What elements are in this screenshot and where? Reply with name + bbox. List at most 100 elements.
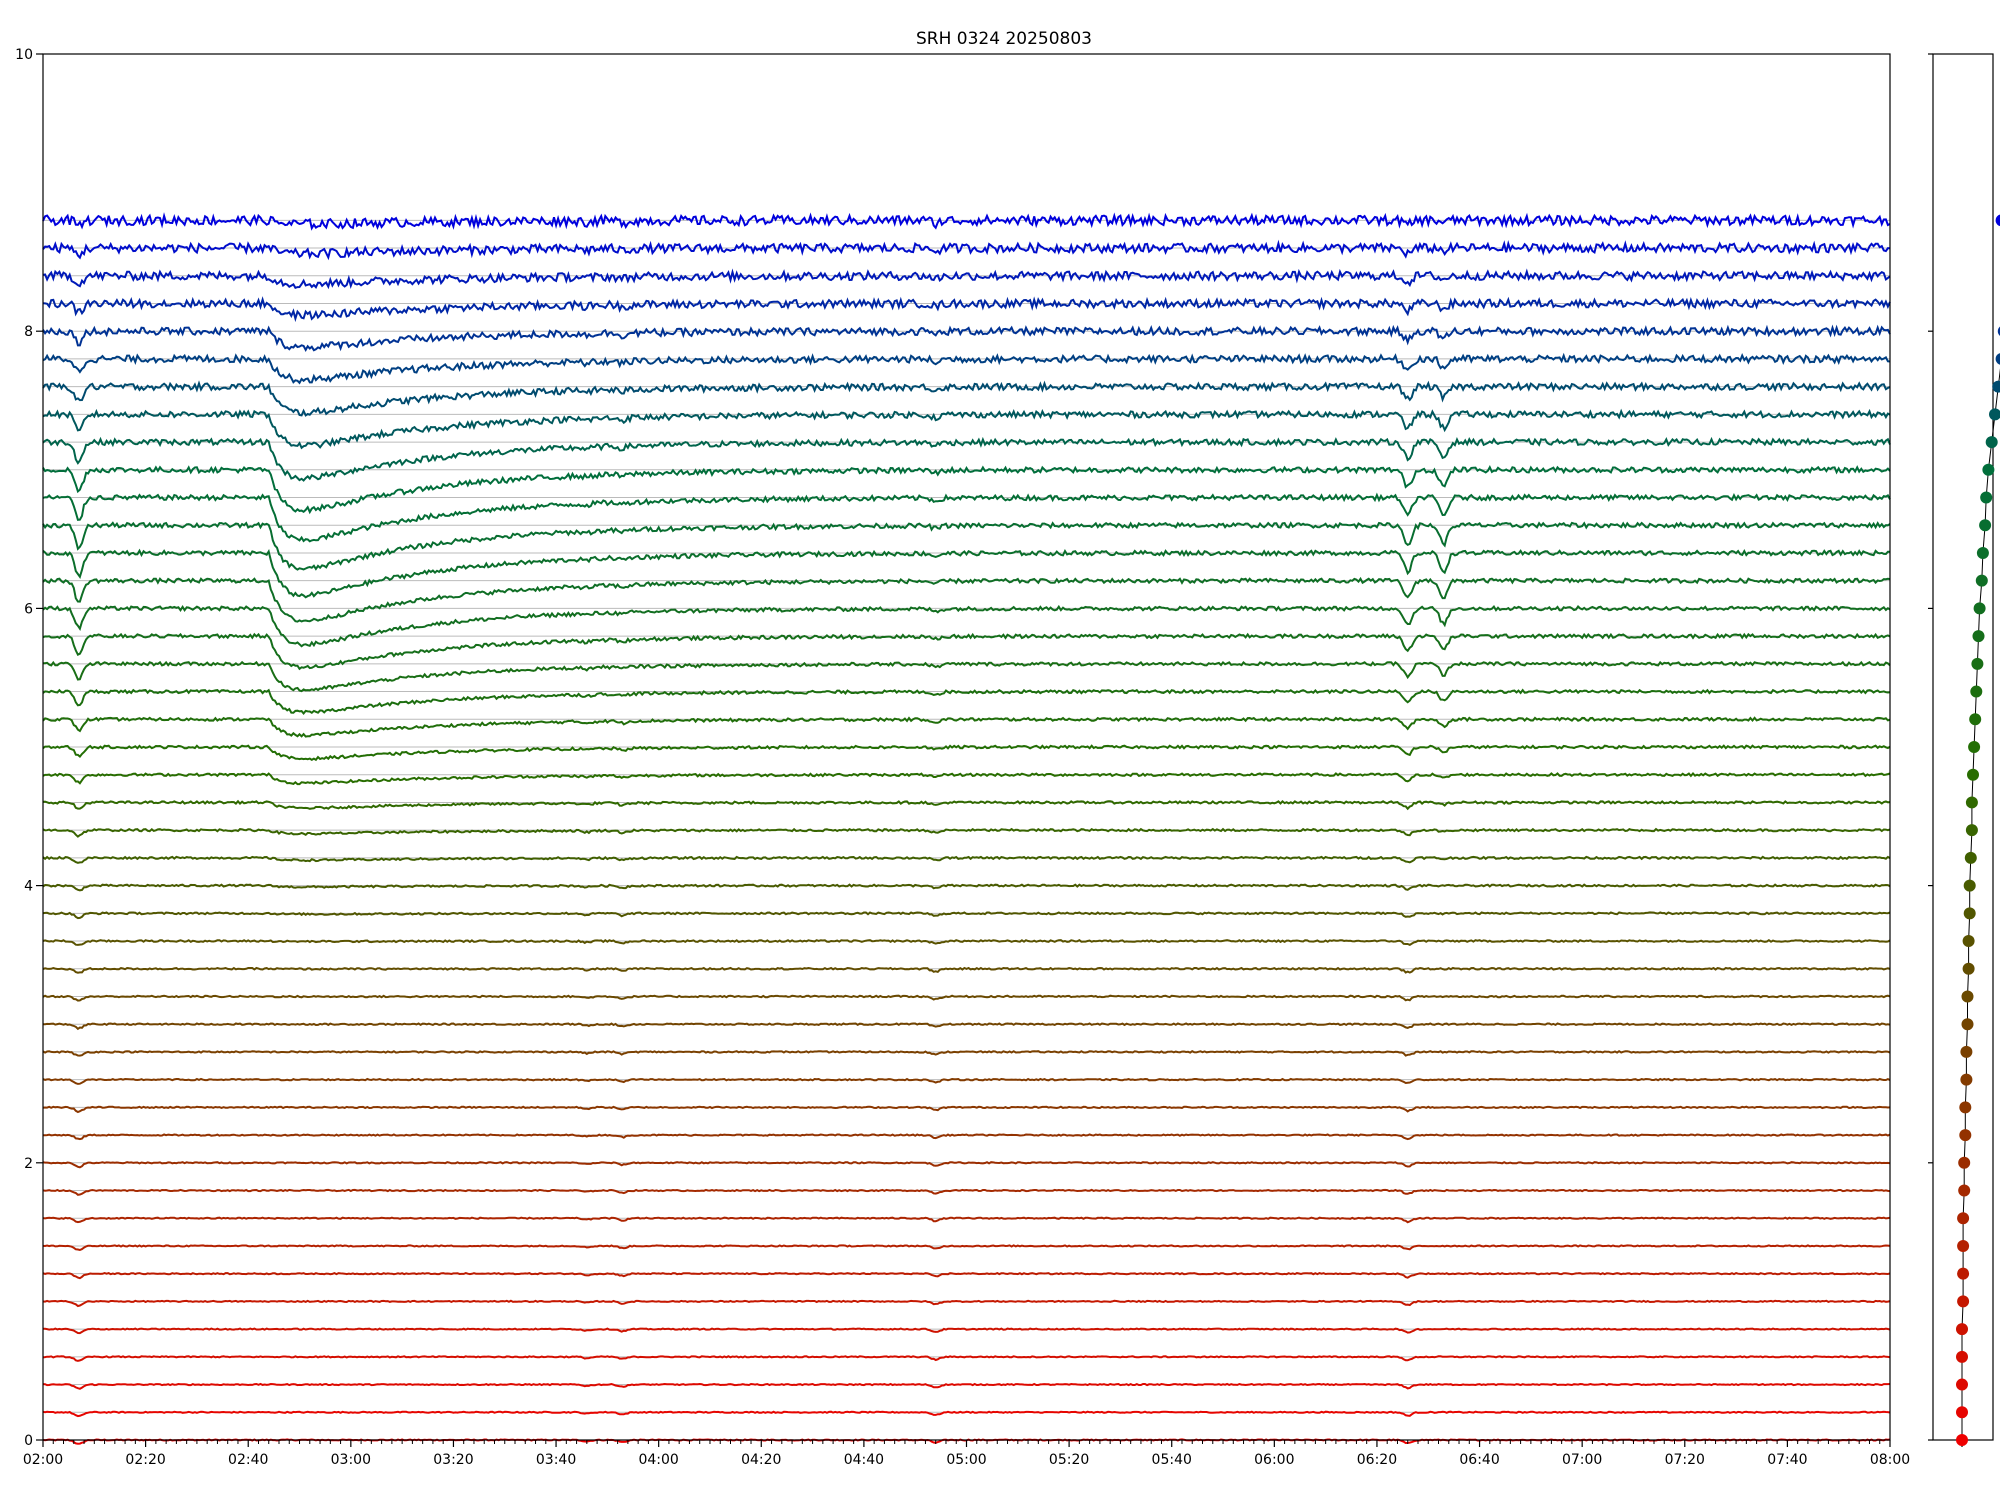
side-point [1964,851,1977,864]
trace-line [42,464,1891,515]
trace-line [42,688,1891,715]
x-tick-label: 04:20 [741,1452,781,1468]
side-point [1956,1323,1968,1336]
trace-line [42,771,1891,786]
side-point [1995,353,2000,365]
y-tick-label: 10 [15,47,33,63]
y-tick-label: 4 [24,879,33,895]
x-tick-label: 02:20 [125,1452,165,1468]
x-tick-label: 03:20 [433,1452,473,1468]
side-point [1956,1434,1968,1446]
trace-line [42,1410,1891,1418]
trace-line [42,716,1891,738]
side-plot [1928,53,2000,1447]
side-point [1968,741,1981,753]
side-point [1982,463,1995,476]
trace-line [42,1272,1891,1280]
trace-line [42,1050,1891,1057]
side-point [1963,907,1976,920]
x-tick-label: 02:40 [228,1452,268,1468]
trace-line [42,883,1891,892]
trace-line [42,994,1891,1002]
side-point [1976,546,1989,559]
trace-line [42,604,1891,648]
side-point [1962,962,1975,975]
x-tick-label: 04:00 [638,1452,678,1468]
side-point [1989,408,2000,421]
trace-line [42,1355,1891,1362]
trace-line [42,1161,1891,1169]
x-tick-label: 04:40 [844,1452,884,1468]
side-point [1971,657,1984,670]
trace-line [42,436,1891,482]
side-point [1969,713,1982,726]
side-point [1975,574,1988,587]
x-tick-label: 08:00 [1870,1452,1910,1468]
chart-title: SRH 0324 20250803 [916,29,1092,49]
trace-line [42,1327,1891,1335]
trace-line [42,324,1891,353]
side-point [1992,380,2000,393]
trace-line [42,548,1890,599]
x-tick-label: 03:40 [536,1452,576,1468]
trace-line [43,1022,1891,1031]
trace-line [42,938,1891,947]
side-point [1997,326,2000,336]
side-point [1960,1045,1973,1058]
x-tick-label: 07:20 [1665,1452,1705,1468]
side-point [1979,519,1992,532]
x-tick-label: 06:40 [1459,1452,1499,1468]
trace-line [42,521,1891,571]
trace-line [42,268,1891,290]
side-point [1972,630,1985,643]
side-point [1963,879,1976,892]
trace-line [42,576,1891,623]
y-tick-label: 6 [24,601,33,617]
main-plot-axes: 0 2 4 6 8 10 02:00 02:20 02:40 03:00 03:20 03:40 04:… [15,47,1910,1468]
trace-line [42,408,1891,450]
trace-line [42,911,1891,920]
y-tick-label: 2 [24,1156,33,1172]
side-point [1973,602,1986,615]
x-tick-label: 05:20 [1049,1452,1089,1468]
trace-line [42,1382,1891,1390]
y-tick-label: 8 [24,324,33,340]
side-point [1995,214,2000,227]
side-point [1985,436,1998,449]
trace-line [42,660,1891,693]
trace-line [42,632,1891,671]
x-tick-label: 03:00 [331,1452,371,1468]
trace-line [42,239,1891,261]
side-point [1959,1129,1972,1142]
side-point [1958,1184,1971,1197]
side-point [1961,1018,1974,1031]
side-point [1962,935,1975,948]
side-point [1956,1378,1968,1391]
trace-line [42,296,1891,323]
trace-line [42,352,1891,385]
side-point [1959,1101,1972,1114]
x-tick-label: 05:40 [1152,1452,1192,1468]
trace-line [42,799,1891,811]
side-point [1965,824,1978,837]
side-point [1980,491,1993,504]
trace-line [42,966,1891,974]
main-plot-traces [42,212,1891,1445]
trace-line [42,380,1891,417]
trace-line [42,1133,1891,1141]
x-tick-label: 06:00 [1254,1452,1294,1468]
side-point [1960,1073,1973,1086]
side-point [1961,990,1974,1003]
side-point [1956,1406,1968,1419]
trace-line [42,827,1891,838]
trace-line [42,492,1891,543]
side-point [1965,796,1978,809]
trace-line [42,212,1891,231]
x-tick-label: 07:00 [1562,1452,1602,1468]
side-point [1970,685,1983,698]
x-tick-label: 05:00 [946,1452,986,1468]
x-tick-label: 02:00 [23,1452,63,1468]
